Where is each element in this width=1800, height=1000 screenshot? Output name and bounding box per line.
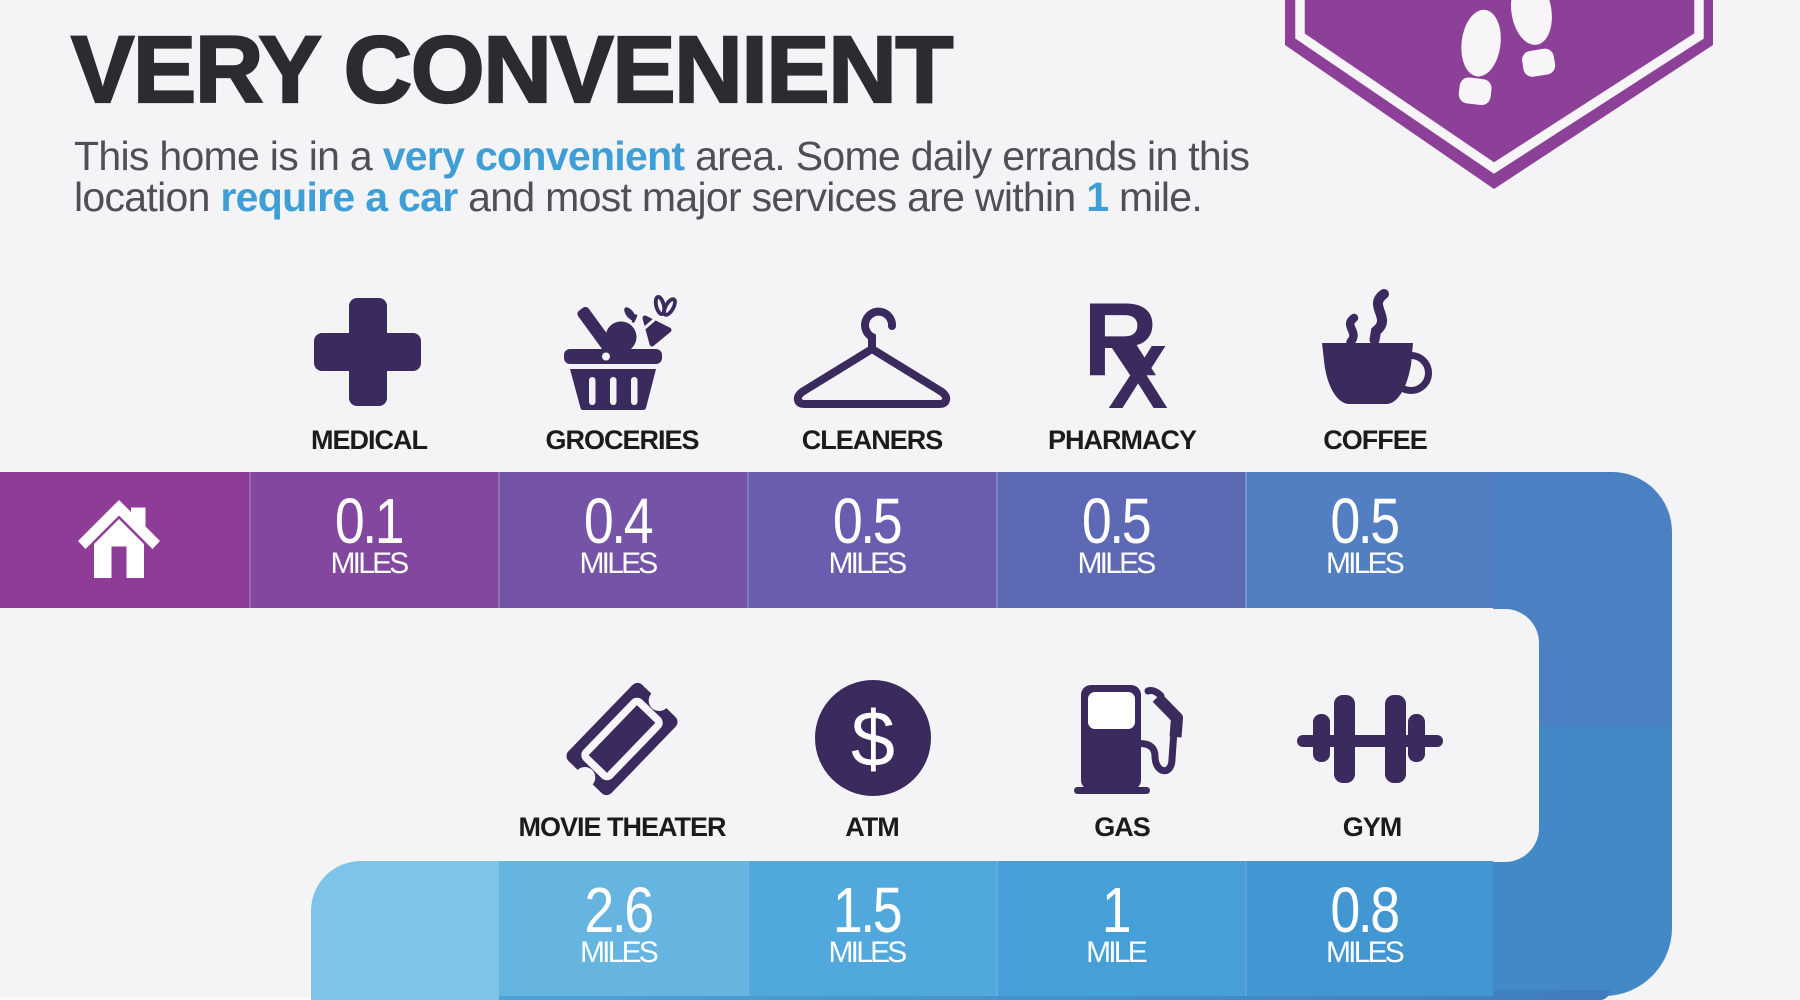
svg-text:R: R xyxy=(1083,282,1158,398)
svg-text:$: $ xyxy=(851,694,895,783)
svg-text:X: X xyxy=(1108,328,1168,428)
